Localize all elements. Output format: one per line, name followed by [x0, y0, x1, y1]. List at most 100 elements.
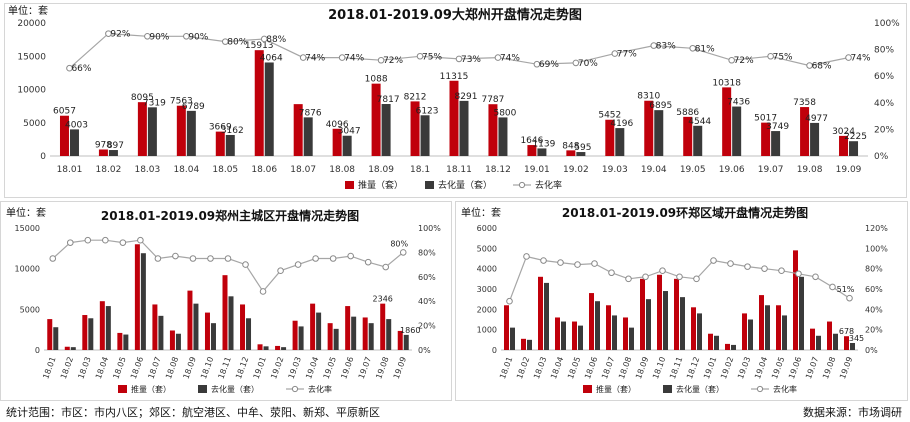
bar-sales: [654, 110, 664, 156]
rate-point: [829, 283, 836, 291]
rate-point: [137, 236, 144, 244]
x-tick-label: 18.08: [617, 356, 633, 381]
rate-point: [49, 255, 57, 262]
y2-tick-label: 120%: [865, 224, 888, 233]
bar-sales-label: 7876: [299, 108, 322, 118]
rate-label: 80%: [227, 38, 247, 48]
bar-supply: [521, 338, 526, 350]
bar-sales-label: 5800: [493, 108, 516, 118]
rate-point: [154, 255, 162, 262]
bar-sales: [459, 100, 469, 156]
bar-supply: [47, 319, 53, 350]
x-tick-label: 18.05: [566, 356, 582, 381]
rate-label: 80%: [390, 239, 408, 248]
rate-point: [778, 267, 785, 274]
bar-sales: [680, 297, 685, 350]
rate-label: 75%: [773, 52, 793, 62]
legend-supply-label: 推量（套）: [358, 179, 403, 191]
x-tick-label: 19.03: [602, 165, 628, 175]
bar-supply: [488, 104, 498, 156]
bar-supply: [292, 320, 298, 350]
legend-supply-label: 推量（套）: [596, 384, 636, 394]
y2-tick-label: 40%: [418, 297, 436, 306]
bar-supply: [371, 83, 381, 156]
bar-sales: [748, 319, 753, 350]
bar-sales: [420, 115, 430, 156]
y2-tick-label: 80%: [865, 265, 883, 274]
bar-supply: [800, 107, 810, 156]
rate-label: 72%: [383, 56, 403, 66]
x-tick-label: 19.04: [641, 165, 667, 175]
y2-tick-label: 20%: [874, 125, 894, 135]
rate-point: [259, 288, 267, 295]
x-tick-label: 18.12: [234, 356, 250, 381]
x-tick-label: 19.02: [563, 165, 589, 175]
bar-supply: [538, 276, 543, 350]
bar-supply: [844, 336, 849, 350]
x-tick-label: 18.06: [251, 165, 277, 175]
bar-supply: [722, 87, 732, 156]
y-tick-label: 0: [40, 152, 46, 162]
bar-sales: [386, 319, 392, 350]
bar-supply: [99, 301, 105, 350]
bar-sales-label: 4064: [260, 53, 283, 63]
x-tick-label: 18.09: [368, 165, 394, 175]
x-tick-label: 18.04: [173, 165, 199, 175]
unit-label: 单位：套: [6, 206, 46, 219]
x-tick-label: 18.11: [668, 356, 684, 381]
bar-supply: [657, 274, 662, 350]
bar-sales: [69, 129, 79, 156]
bar-sales-label: 6123: [416, 106, 439, 116]
bar-supply: [275, 345, 281, 350]
rate-point: [846, 294, 853, 302]
x-tick-label: 19.06: [787, 356, 803, 381]
rate-point: [312, 255, 319, 262]
rate-label: 88%: [266, 35, 286, 45]
legend-rate-marker: [756, 385, 764, 393]
rate-label: 92%: [110, 30, 130, 40]
bar-sales: [246, 318, 252, 350]
rate-point: [84, 236, 92, 244]
rate-point: [611, 50, 619, 57]
bar-supply: [623, 317, 628, 350]
bar-sales: [403, 334, 409, 350]
bar-supply: [839, 135, 849, 156]
x-tick-label: 18.07: [146, 356, 162, 381]
bar-sales-label: 1860: [400, 326, 420, 335]
rate-point: [221, 38, 229, 45]
y2-tick-label: 60%: [874, 72, 894, 82]
rate-point: [224, 255, 232, 262]
rate-point: [260, 35, 268, 43]
bar-supply: [827, 321, 832, 350]
rate-point: [277, 267, 284, 274]
legend-sales-label: 去化量（套）: [211, 384, 259, 394]
bar-supply-label: 7787: [481, 95, 504, 105]
bar-supply: [293, 104, 303, 156]
rate-point: [338, 54, 346, 61]
bar-sales: [298, 326, 304, 350]
legend-rate-label: 去化率: [308, 384, 332, 394]
bar-sales: [663, 291, 668, 350]
y2-tick-label: 100%: [418, 224, 441, 233]
bar-supply: [152, 304, 158, 350]
bar-sales: [498, 117, 508, 156]
bar-supply-label: 11315: [440, 72, 469, 82]
x-tick-label: 18.08: [164, 356, 180, 381]
legend-rate-marker: [291, 385, 299, 393]
bar-supply-label: 3024: [832, 127, 855, 137]
bar-supply: [555, 317, 560, 350]
bar-sales-label: 4196: [610, 119, 633, 129]
bar-supply: [59, 115, 69, 156]
x-tick-label: 19.08: [797, 165, 823, 175]
rate-label: 51%: [837, 285, 855, 294]
rate-point: [727, 260, 734, 267]
bar-sales: [765, 305, 770, 350]
rate-label: 68%: [812, 62, 832, 72]
y-tick-label: 4000: [477, 265, 497, 274]
bar-supply-label: 4096: [326, 120, 349, 130]
bar-supply: [742, 313, 747, 350]
y2-tick-label: 40%: [865, 305, 883, 314]
rate-point: [540, 257, 547, 264]
bar-sales: [693, 125, 703, 156]
bar-sales: [731, 344, 736, 350]
